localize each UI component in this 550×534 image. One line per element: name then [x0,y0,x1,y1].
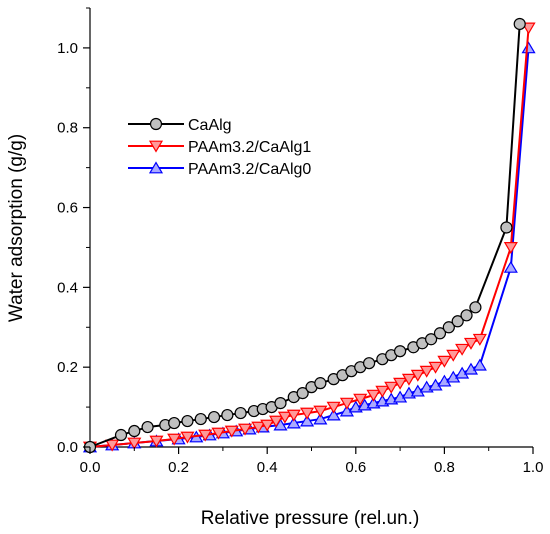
data-point [339,397,354,410]
data-point [114,428,128,442]
plot-area [82,8,536,454]
data-point [286,416,301,429]
y-axis-label: Water adsorption (g/g) [6,134,27,322]
data-point [394,345,407,358]
data-point [393,377,408,390]
data-point [194,412,207,426]
data-point [410,369,425,382]
series-0 [83,17,526,454]
data-point [433,327,447,340]
data-point [313,412,328,425]
x-tick-label: 0.0 [80,459,101,476]
data-point [451,315,464,328]
series-line [89,23,521,448]
data-point [384,381,399,394]
x-axis-label: Relative pressure (rel.un.) [201,508,420,529]
x-axis: 0.0 0.2 0.4 0.6 0.8 1.0 [80,447,544,476]
x-tick-label: 1.0 [523,459,544,476]
data-point [207,410,221,424]
data-point [238,423,253,436]
data-point [148,161,164,174]
data-point [251,421,266,434]
y-tick-label: 0.6 [57,200,78,217]
data-point [224,425,239,438]
data-point [500,221,513,234]
data-point [181,414,194,428]
data-point [463,337,479,350]
data-point [149,117,163,131]
y-tick-label: 0.2 [57,359,78,376]
data-point [167,433,182,446]
data-point [503,242,518,255]
data-point [460,309,473,322]
data-point [221,408,234,422]
data-point [141,420,154,434]
legend-item: PAAm3.2/CaAlg0 [128,161,311,178]
data-point [401,373,417,386]
data-point [521,41,536,54]
data-point [446,349,461,362]
data-point [234,406,247,420]
data-point [105,439,120,452]
data-point [127,437,142,450]
data-point [326,408,341,421]
y-tick-label: 1.0 [57,40,78,57]
legend-item: PAAm3.2/CaAlg1 [128,139,311,156]
x-tick-label: 0.2 [168,459,189,476]
data-point [277,411,292,424]
data-point [472,358,487,371]
legend-label: PAAm3.2/CaAlg1 [188,139,311,156]
data-point [521,22,536,35]
data-point [425,333,438,346]
data-point [274,397,287,410]
x-tick-label: 0.8 [434,459,455,476]
data-point [442,321,455,334]
data-point [419,365,434,378]
legend: CaAlg PAAm3.2/CaAlg1 PAAm3.2/CaAlg0 [128,117,311,178]
data-point [313,405,328,418]
data-point [513,17,526,31]
x-tick-label: 0.6 [345,459,366,476]
y-axis: 0.0 0.2 0.4 0.6 0.8 1.0 [57,7,90,456]
data-point [148,140,164,153]
data-point [353,393,368,406]
legend-label: CaAlg [188,117,232,134]
data-point [269,415,284,428]
data-point [168,416,181,430]
data-point [455,343,470,356]
x-tick-label: 0.4 [257,459,278,476]
data-point [296,387,309,400]
legend-item: CaAlg [128,117,232,134]
data-point [198,429,213,442]
data-point [211,427,226,440]
data-point [428,361,443,374]
data-point [260,419,275,432]
data-point [437,355,452,368]
data-point [180,431,195,444]
series-1 [82,22,536,454]
data-point [469,301,482,314]
data-point [300,407,315,420]
data-point [375,385,390,398]
y-tick-label: 0.4 [57,279,78,296]
data-point [286,409,301,422]
legend-label: PAAm3.2/CaAlg0 [188,161,311,178]
data-point [362,357,376,370]
data-point [300,414,315,427]
data-point [326,401,341,414]
y-tick-label: 0.8 [57,120,78,137]
data-point [503,260,518,273]
data-point [472,333,487,346]
data-point [128,424,141,438]
data-point [149,435,164,448]
data-point [366,389,381,402]
data-point [314,377,327,390]
y-tick-label: 0.0 [57,439,78,456]
